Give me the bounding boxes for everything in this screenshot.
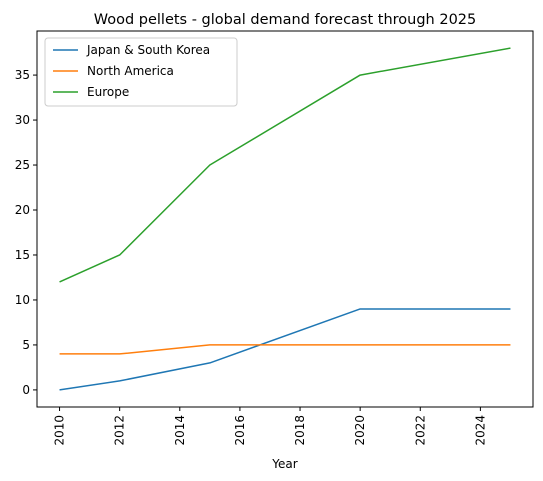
- y-tick-label: 10: [15, 293, 30, 307]
- y-tick-label: 15: [15, 248, 30, 262]
- legend-label: Japan & South Korea: [86, 43, 210, 57]
- y-tick-label: 20: [15, 203, 30, 217]
- y-tick-label: 25: [15, 158, 30, 172]
- x-axis-label: Year: [271, 457, 297, 471]
- x-tick-label: 2012: [113, 415, 127, 446]
- legend-label: North America: [87, 64, 174, 78]
- x-tick-label: 2024: [473, 415, 487, 446]
- y-tick-label: 30: [15, 113, 30, 127]
- series-line-1: [59, 344, 511, 355]
- x-axis: 2010 2012 2014 2016 2018 2020 2022 2024: [53, 407, 487, 446]
- x-tick-label: 2010: [53, 415, 67, 446]
- x-tick-label: 2018: [293, 415, 307, 446]
- legend-box: [44, 37, 238, 107]
- legend-label: Europe: [87, 85, 129, 99]
- x-tick-label: 2016: [233, 415, 247, 446]
- y-axis: 0 5 10 15 20 25 30 35: [15, 68, 37, 397]
- x-tick-label: 2022: [413, 415, 427, 446]
- plot-frame: [36, 30, 534, 408]
- x-tick-label: 2020: [353, 415, 367, 446]
- legend: Japan & South Korea North America Europe: [44, 37, 238, 107]
- series-line-0: [59, 308, 511, 391]
- series-line-2: [59, 47, 511, 283]
- series-lines: [59, 47, 511, 391]
- y-tick-label: 0: [22, 383, 30, 397]
- chart-title: Wood pellets - global demand forecast th…: [94, 12, 477, 28]
- x-tick-label: 2014: [173, 415, 187, 446]
- y-tick-label: 5: [22, 338, 30, 352]
- y-tick-label: 35: [15, 68, 30, 82]
